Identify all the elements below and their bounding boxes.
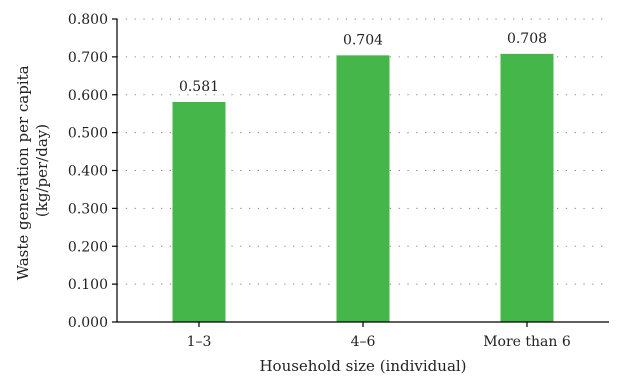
y-tick-label: 0.800 bbox=[68, 12, 108, 28]
y-tick-label: 0.300 bbox=[68, 201, 108, 217]
y-tick-label: 0.000 bbox=[68, 315, 108, 331]
y-tick-label: 0.500 bbox=[68, 126, 108, 142]
y-tick-label: 0.200 bbox=[68, 239, 108, 255]
x-tick-labels: 1–3 4–6 More than 6 bbox=[187, 334, 571, 350]
y-tick-label: 0.100 bbox=[68, 277, 108, 293]
axes bbox=[112, 18, 609, 327]
bars bbox=[172, 53, 554, 323]
y-axis-label-line-1: Waste generation per capita bbox=[14, 65, 32, 280]
y-tick-labels: 0.000 0.100 0.200 0.300 0.400 0.500 0.600 0.700… bbox=[68, 12, 108, 331]
x-tick-label: 1–3 bbox=[187, 334, 212, 350]
y-tick-label: 0.600 bbox=[68, 88, 108, 104]
x-tick-label: More than 6 bbox=[483, 334, 571, 350]
bar-value-label: 0.581 bbox=[179, 79, 219, 95]
y-axis-label: Waste generation per capita (kg/per/day) bbox=[14, 61, 51, 281]
bar bbox=[336, 55, 390, 323]
bar-value-label: 0.708 bbox=[507, 31, 547, 47]
data-labels: 0.581 0.704 0.708 bbox=[179, 31, 547, 95]
y-axis-label-line-2: (kg/per/day) bbox=[33, 124, 51, 217]
x-tick-label: 4–6 bbox=[351, 334, 376, 350]
bar-value-label: 0.704 bbox=[343, 32, 383, 48]
bar bbox=[500, 53, 554, 322]
bar bbox=[172, 101, 226, 322]
y-tick-label: 0.700 bbox=[68, 50, 108, 66]
y-tick-label: 0.400 bbox=[68, 164, 108, 180]
x-axis-label: Household size (individual) bbox=[259, 357, 466, 375]
